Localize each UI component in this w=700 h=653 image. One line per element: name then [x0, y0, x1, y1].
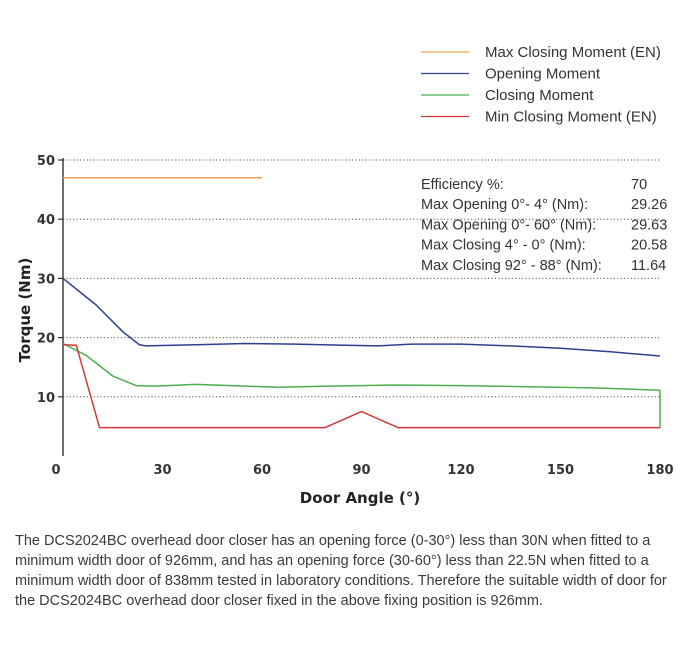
series-line-closing-moment [62, 342, 661, 428]
y-tick-label-20: 20 [37, 332, 55, 347]
series-line-min-closing-moment-en [62, 343, 660, 429]
stat-label-4: Max Closing 4° - 0° (Nm): [421, 238, 586, 254]
y-tick-label-40: 40 [37, 213, 55, 228]
stat-value-2: 29.26 [631, 197, 667, 213]
stat-value-1: 70 [631, 177, 647, 193]
x-tick-label-60: 60 [253, 463, 271, 478]
series-line-opening-moment [62, 277, 661, 357]
chart-grid [63, 159, 660, 398]
stat-value-4: 20.58 [631, 238, 667, 254]
y-tick-label-50: 50 [37, 154, 55, 169]
stats-box: Efficiency %: 70 Max Opening 0°- 4° (Nm): 2… [421, 177, 667, 274]
y-tick-label-10: 10 [37, 391, 55, 406]
stat-label-1: Efficiency %: [421, 177, 504, 193]
legend-label-closing-moment: Closing Moment [485, 87, 594, 104]
stat-label-3: Max Opening 0°- 60° (Nm): [421, 217, 596, 233]
x-tick-label-90: 90 [352, 463, 370, 478]
chart-series [62, 177, 661, 429]
caption-text: The DCS2024BC overhead door closer has a… [15, 533, 667, 609]
stat-label-5: Max Closing 92° - 88° (Nm): [421, 258, 602, 274]
y-axis-label: Torque (Nm) [16, 258, 34, 363]
x-tick-label-150: 150 [547, 463, 574, 478]
x-tick-label-0: 0 [51, 463, 60, 478]
x-axis-label: Door Angle (°) [300, 489, 420, 507]
chart-ticks: 10 20 30 40 50 0 30 60 90 120 150 180 [37, 154, 674, 478]
x-tick-label-30: 30 [153, 463, 171, 478]
x-tick-label-120: 120 [447, 463, 474, 478]
x-tick-label-180: 180 [646, 463, 673, 478]
legend-label-min-closing-moment-en: Min Closing Moment (EN) [485, 109, 657, 126]
torque-chart: Max Closing Moment (EN) Opening Moment Clo… [16, 44, 674, 507]
chart-legend: Max Closing Moment (EN) Opening Moment Clo… [421, 44, 661, 126]
legend-label-opening-moment: Opening Moment [485, 66, 601, 83]
stat-label-2: Max Opening 0°- 4° (Nm): [421, 197, 588, 213]
legend-label-max-closing-moment-en: Max Closing Moment (EN) [485, 44, 661, 61]
stat-value-3: 29.63 [631, 217, 667, 233]
y-tick-label-30: 30 [37, 272, 55, 287]
stat-value-5: 11.64 [631, 258, 666, 274]
